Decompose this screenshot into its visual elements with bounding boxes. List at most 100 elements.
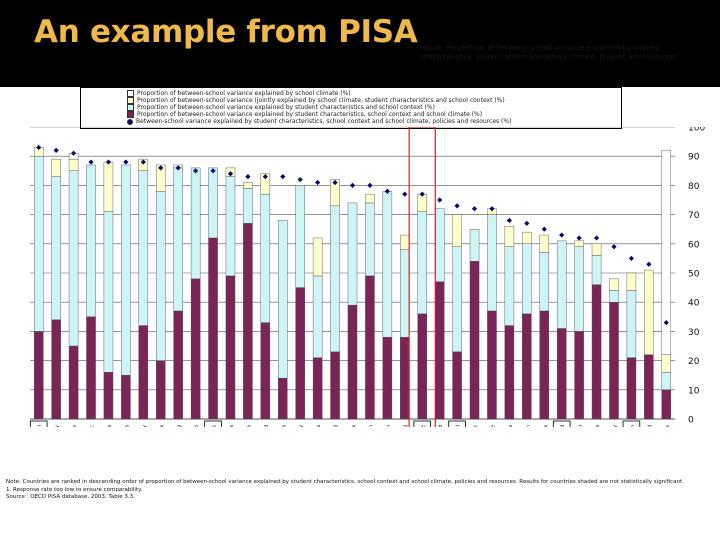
bar-segment — [103, 211, 114, 373]
bar-segment — [330, 179, 340, 207]
marker-point — [175, 165, 181, 171]
bar-segment — [626, 272, 637, 291]
x-tick-label: Latvia — [508, 425, 514, 427]
x-tick-label: Bulgaria — [159, 425, 165, 427]
x-tick-label: Hungary — [55, 424, 61, 427]
marker-point — [646, 261, 652, 267]
bar-segment — [68, 158, 79, 171]
legend-label: Between-school variance explained by stu… — [136, 118, 512, 125]
bar-segment — [644, 354, 654, 420]
bar-segment — [434, 208, 445, 282]
legend-item: Proportion of between-school variance ex… — [127, 90, 351, 97]
bar-segment — [156, 164, 166, 192]
category-box — [552, 420, 571, 427]
marker-point — [541, 226, 547, 232]
bar-segment — [591, 284, 602, 420]
bar-segment — [661, 354, 672, 373]
x-tick-label: United States — [212, 425, 218, 427]
y-tick-label: 100 — [688, 127, 705, 134]
marker-point — [506, 217, 512, 224]
bar-segment — [278, 377, 288, 420]
x-tick-label: Chile — [72, 424, 78, 427]
bar-segment — [51, 176, 61, 320]
bar-segment — [173, 310, 183, 420]
bar-segment — [121, 374, 131, 420]
bar-segment — [382, 337, 393, 420]
bar-segment — [400, 249, 410, 338]
bar-segment — [278, 220, 288, 379]
legend-item: Proportion of between-school variance ex… — [127, 104, 435, 111]
legend-label: Proportion of between-school variance ex… — [137, 104, 435, 111]
x-tick-label: Spain — [525, 424, 531, 427]
bar-segment — [208, 237, 218, 420]
y-tick-label: 60 — [688, 240, 700, 250]
bar-segment — [156, 360, 166, 420]
x-tick-label: Canada — [595, 425, 601, 427]
bar-segment — [382, 191, 393, 338]
legend-swatch — [127, 111, 134, 118]
marker-point — [332, 179, 338, 186]
marker-point — [193, 168, 199, 174]
bar-segment — [260, 322, 271, 420]
bar-segment — [295, 185, 305, 288]
bar-segment — [504, 246, 515, 326]
bar-segment — [365, 275, 375, 420]
bar-segment — [33, 331, 44, 420]
category-box — [413, 420, 431, 427]
note-line: Note: Countries are ranked in descending… — [6, 479, 684, 485]
bar-segment — [68, 170, 79, 347]
bar-segment — [522, 313, 532, 420]
bar-segment — [51, 158, 61, 177]
bar-segment — [452, 246, 462, 353]
marker-point — [402, 191, 408, 197]
bar-segment — [156, 191, 166, 361]
x-tick-label: Thailand — [560, 425, 566, 427]
x-tick-label: Hungarian Romania — [316, 425, 322, 427]
bars — [33, 147, 672, 420]
bar-segment — [556, 328, 567, 420]
bar-segment — [591, 243, 602, 256]
bar-segment — [330, 205, 340, 353]
figure-title: Figure: Percentage of between-school var… — [420, 44, 678, 61]
marker-point — [88, 159, 94, 165]
figure: Proportion of between-school variance ex… — [0, 87, 720, 540]
marker-point — [454, 203, 460, 209]
bar-segment — [556, 240, 567, 329]
marker-point — [280, 174, 286, 180]
bar-segment — [86, 164, 96, 317]
legend-label: Proportion of between-school variance (j… — [137, 97, 505, 104]
x-tick-label: Poland — [334, 425, 340, 427]
bar-segment — [121, 164, 131, 376]
bar-segment — [644, 269, 654, 355]
x-tick-label: Albania — [229, 425, 235, 427]
y-tick-label: 40 — [688, 299, 700, 309]
bar-segment — [661, 389, 672, 420]
bar-segment — [539, 252, 549, 312]
bar-segment — [626, 290, 637, 358]
stacked-bar-chart: 0 10 20 30 40 50 60 70 80 90 100 Portugal Hungary Ch… — [29, 127, 705, 427]
bar-segment — [522, 231, 532, 245]
marker-point — [576, 235, 582, 241]
marker-point — [158, 165, 164, 171]
bar-segment — [626, 357, 637, 420]
bar-segment — [330, 351, 340, 420]
bar-segment — [138, 325, 149, 420]
x-tick-label: Italy — [299, 424, 305, 427]
bar-segment — [539, 234, 549, 253]
legend-item: Proportion of between-school variance (j… — [127, 97, 505, 104]
marker-point — [593, 235, 600, 241]
x-tick-label: Switzerland — [403, 425, 409, 427]
bar-segment — [452, 214, 462, 247]
x-tick-label: Germany — [142, 424, 148, 427]
bar-segment — [365, 193, 375, 204]
legend-label: Proportion of between-school variance ex… — [137, 90, 351, 97]
bar-segment — [138, 158, 149, 171]
x-tick-label: Portugal — [37, 425, 43, 427]
bar-segment — [574, 240, 584, 247]
bar-segment — [312, 357, 323, 420]
x-tick-label: Greece — [490, 424, 496, 427]
marker-point — [53, 147, 59, 153]
y-tick-label: 20 — [688, 357, 700, 367]
marker-point — [437, 197, 443, 203]
bar-segment — [190, 167, 201, 280]
